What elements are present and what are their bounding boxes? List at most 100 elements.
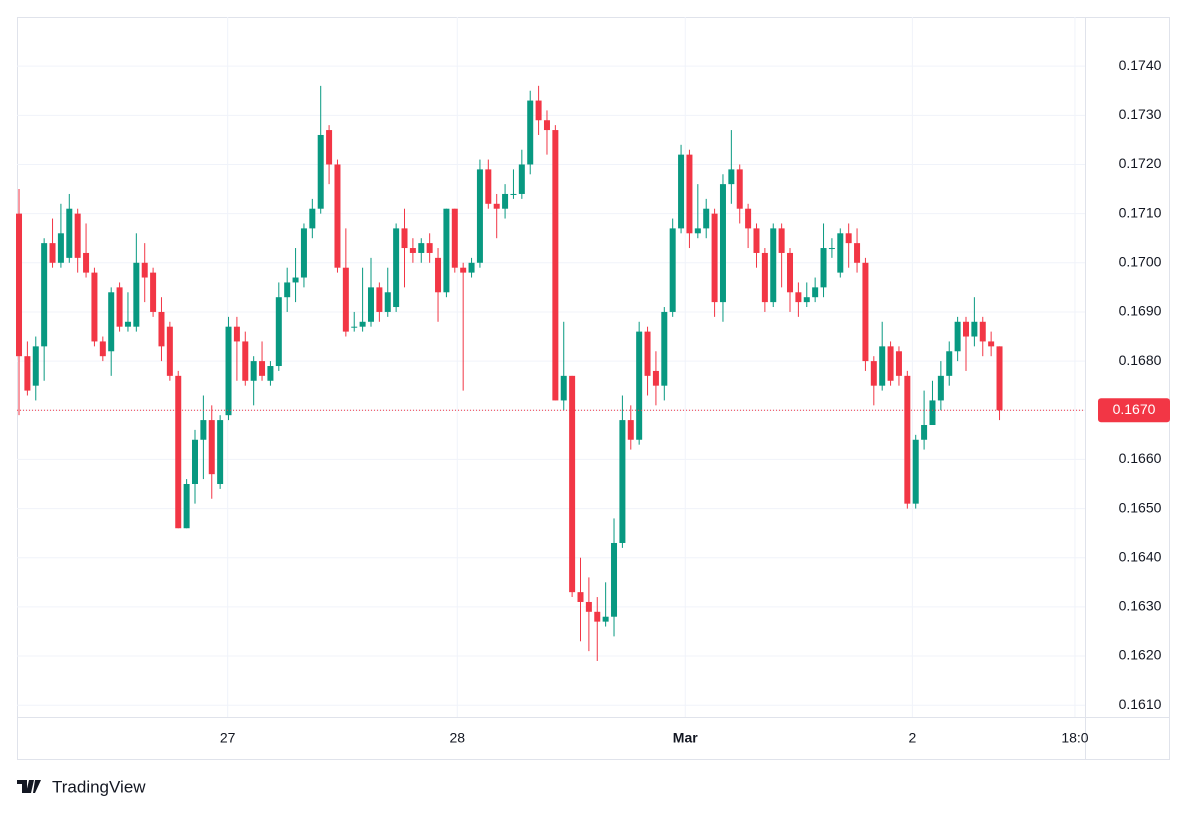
candle-body	[158, 311, 165, 347]
candle-body	[91, 272, 98, 342]
candle-body	[962, 321, 969, 337]
candle-body	[543, 120, 550, 131]
candle-body	[284, 282, 291, 298]
y-tick-label: 0.1640	[1119, 548, 1162, 564]
candle-body	[669, 228, 676, 312]
candle-body	[946, 351, 953, 376]
candle-body	[334, 164, 341, 268]
candle-body	[854, 243, 861, 263]
candle-body	[309, 208, 316, 229]
y-tick-label: 0.1680	[1119, 352, 1162, 368]
candle-body	[552, 130, 559, 401]
candle-body	[619, 420, 626, 543]
candle-body	[384, 292, 391, 312]
candle-body	[585, 601, 592, 612]
candle-body	[435, 257, 442, 293]
candle-body	[703, 208, 710, 229]
candle-body	[686, 154, 693, 234]
candle-body	[904, 375, 911, 504]
candle-body	[678, 154, 685, 229]
candle-body	[250, 361, 257, 381]
candle-body	[611, 542, 618, 617]
candle-body	[367, 287, 374, 322]
candle-body	[57, 233, 64, 263]
candle-body	[150, 272, 157, 312]
candle-body	[937, 375, 944, 401]
candle-body	[745, 208, 752, 229]
candle-body	[359, 321, 366, 327]
candle-body	[921, 425, 928, 440]
candle-body	[208, 420, 215, 475]
y-tick-label: 0.1660	[1119, 450, 1162, 466]
candle-body	[292, 277, 299, 283]
candle-body	[787, 252, 794, 293]
candle-body	[133, 262, 140, 327]
x-tick-label: 18:0	[1061, 730, 1088, 746]
candle-body	[401, 228, 408, 249]
candle-body	[803, 297, 810, 303]
candle-body	[812, 287, 819, 298]
candle-body	[99, 341, 106, 357]
candle-body	[460, 267, 467, 273]
y-tick-label: 0.1620	[1119, 647, 1162, 663]
candle-body	[24, 356, 31, 391]
candle-body	[225, 326, 232, 416]
x-tick-label: 2	[908, 730, 916, 746]
candle-body	[652, 370, 659, 386]
candle-body	[602, 616, 609, 622]
candle-body	[971, 321, 978, 337]
candle-body	[66, 208, 73, 258]
y-tick-label: 0.1730	[1119, 106, 1162, 122]
candle-body	[778, 228, 785, 253]
chart-frame	[17, 17, 1170, 760]
candle-body	[476, 169, 483, 263]
candle-body	[979, 321, 986, 342]
candle-body	[502, 193, 509, 209]
candle-body	[426, 243, 433, 253]
candle-body	[183, 483, 190, 529]
candle-body	[175, 375, 182, 529]
candle-body	[124, 321, 131, 327]
x-tick-label: Mar	[673, 730, 698, 746]
candle-body	[451, 208, 458, 268]
candle-body	[661, 311, 668, 386]
candle-body	[770, 228, 777, 303]
last-price-box	[1098, 398, 1170, 423]
candle-body	[233, 326, 240, 342]
candle-body	[627, 420, 634, 440]
x-tick-label: 28	[450, 730, 466, 746]
candle-body	[166, 326, 173, 376]
candle-body	[41, 243, 48, 347]
candle-body	[636, 331, 643, 440]
candle-body	[535, 100, 542, 121]
candle-body	[728, 169, 735, 185]
candle-body	[594, 611, 601, 622]
candle-body	[443, 208, 450, 293]
candle-body	[879, 346, 886, 386]
candle-body	[954, 321, 961, 352]
candle-body	[300, 228, 307, 278]
candle-body	[493, 203, 500, 209]
candle-body	[527, 100, 534, 165]
brand-name: TradingView	[52, 777, 146, 796]
y-tick-label: 0.1650	[1119, 499, 1162, 515]
candle-body	[988, 341, 995, 347]
candle-body	[259, 361, 266, 376]
candle-body	[820, 248, 827, 288]
candle-body	[468, 262, 475, 273]
candle-body	[736, 169, 743, 209]
candle-body	[753, 228, 760, 253]
candle-body	[242, 341, 249, 381]
candle-body	[560, 375, 567, 401]
last-price-label: 0.1670	[1113, 401, 1156, 417]
candle-body	[795, 292, 802, 303]
candle-body	[828, 248, 835, 250]
candle-body	[116, 287, 123, 327]
candle-body	[16, 213, 23, 357]
candle-body	[518, 164, 525, 194]
candle-body	[912, 439, 919, 504]
brand-logo	[17, 780, 41, 793]
candle-body	[49, 243, 56, 263]
candle-body	[895, 351, 902, 376]
